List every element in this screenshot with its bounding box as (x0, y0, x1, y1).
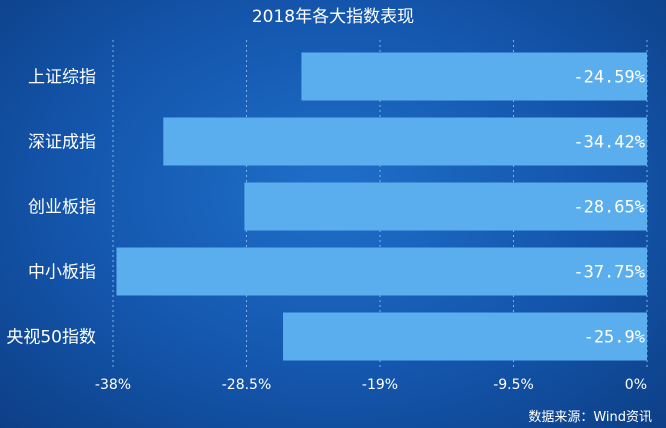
bar (301, 52, 647, 101)
chart-title: 2018年各大指数表现 (252, 7, 414, 27)
bar (163, 117, 648, 166)
source-note: 数据来源：Wind资讯 (528, 410, 652, 425)
x-tick-label: -9.5% (493, 377, 534, 393)
x-tick-label: -28.5% (222, 377, 272, 393)
value-labels: -24.59% -34.42% -28.65% -37.75% -25.9% (573, 68, 645, 348)
category-label: 中小板指 (28, 263, 96, 283)
value-label: -28.65% (573, 198, 645, 218)
bar (244, 182, 648, 231)
category-label: 创业板指 (28, 198, 96, 218)
bar (283, 312, 647, 361)
x-tick-label: -38% (95, 377, 131, 393)
x-tick-label: 0% (625, 377, 647, 393)
category-label: 深证成指 (28, 133, 96, 153)
value-label: -37.75% (573, 263, 645, 283)
bar (116, 247, 647, 296)
x-axis-ticks: -38% -28.5% -19% -9.5% 0% (95, 377, 647, 393)
value-label: -24.59% (573, 68, 645, 88)
bars (116, 52, 648, 361)
category-label: 央视50指数 (6, 328, 96, 348)
value-label: -25.9% (584, 328, 645, 348)
x-tick-label: -19% (362, 377, 398, 393)
category-label: 上证综指 (28, 68, 96, 88)
value-label: -34.42% (573, 133, 645, 153)
